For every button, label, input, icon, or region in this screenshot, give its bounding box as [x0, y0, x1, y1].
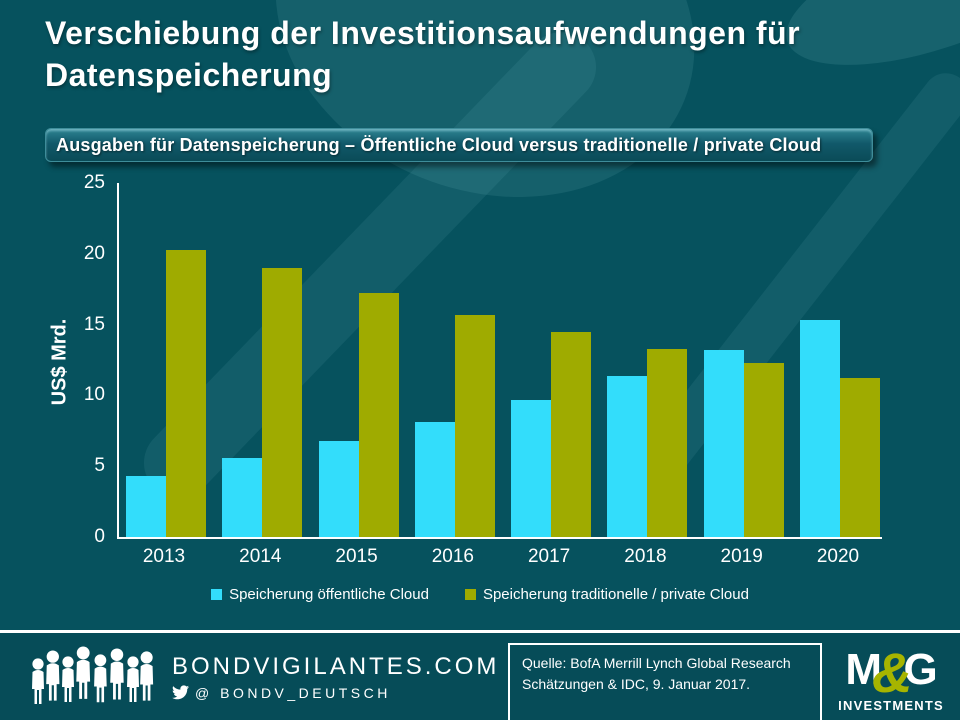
y-tick-label: 0 — [94, 526, 105, 547]
twitter-row: @ BONDV_DEUTSCH — [172, 685, 499, 701]
subtitle-banner: Ausgaben für Datenspeicherung – Öffentli… — [45, 128, 873, 162]
legend-item: Speicherung öffentliche Cloud — [211, 586, 429, 603]
footer: BONDVIGILANTES.COM @ BONDV_DEUTSCH Quell… — [0, 630, 960, 720]
x-tick-label: 2015 — [335, 546, 378, 567]
footer-brand: BONDVIGILANTES.COM @ BONDV_DEUTSCH — [0, 633, 508, 720]
bar — [454, 314, 495, 537]
source-line: Schätzungen & IDC, 9. Januar 2017. — [522, 676, 751, 692]
page-title: Verschiebung der Investitionsaufwendunge… — [45, 15, 801, 93]
bar-group — [414, 183, 495, 537]
brand-text: BONDVIGILANTES.COM @ BONDV_DEUTSCH — [172, 653, 499, 701]
x-tick-label: 2016 — [431, 546, 474, 567]
legend-swatch — [211, 589, 223, 600]
site-name: BONDVIGILANTES.COM — [172, 652, 500, 680]
twitter-icon — [172, 685, 189, 700]
bar — [166, 249, 206, 537]
y-tick-label: 10 — [83, 384, 105, 406]
bar — [799, 320, 840, 537]
subtitle-text: Ausgaben für Datenspeicherung – Öffentli… — [56, 134, 822, 155]
bar — [222, 457, 263, 537]
legend-item: Speicherung traditionelle / private Clou… — [464, 586, 749, 603]
x-tick-label: 2020 — [816, 546, 860, 567]
bar — [551, 331, 592, 537]
mg-logo-g: G — [903, 645, 937, 694]
bar — [262, 267, 303, 537]
twitter-handle: @ BONDV_DEUTSCH — [195, 684, 391, 701]
bar-group — [318, 183, 399, 537]
mg-logo-ampersand: & — [871, 641, 913, 704]
bar — [511, 399, 552, 537]
people-icon — [32, 645, 154, 704]
x-tick-label: 2014 — [239, 546, 282, 567]
x-axis-labels: 2013 2014 2015 2016 2017 2018 2019 2020 — [117, 546, 880, 568]
bar-group — [607, 183, 688, 537]
bar-group — [222, 183, 303, 537]
bar — [743, 362, 784, 537]
bar-group — [799, 183, 880, 537]
bar — [414, 422, 455, 537]
bar-group — [703, 183, 784, 537]
mg-logo-letters: M & G — [845, 641, 937, 704]
bar-group — [126, 183, 206, 537]
y-tick-label: 20 — [83, 242, 105, 264]
bar — [839, 378, 880, 537]
x-tick-label: 2013 — [142, 546, 186, 567]
x-tick-label: 2017 — [527, 546, 571, 567]
x-tick-label: 2019 — [720, 546, 763, 567]
bar — [358, 293, 399, 537]
mg-logo-m: M — [845, 645, 882, 694]
plot-area: 0 5 10 15 20 25 — [84, 172, 882, 547]
bar — [126, 476, 166, 537]
bar-groups — [119, 183, 882, 537]
x-tick-label: 2018 — [624, 546, 667, 567]
source-line: Quelle: BofA Merrill Lynch Global Resear… — [522, 655, 791, 671]
y-tick-label: 25 — [83, 172, 105, 193]
legend-label: Speicherung öffentliche Cloud — [229, 586, 429, 603]
source-box: Quelle: BofA Merrill Lynch Global Resear… — [508, 643, 822, 720]
y-axis-label: US$ Mrd. — [48, 318, 71, 406]
mg-logo: M & G INVESTMENTS — [822, 633, 960, 720]
y-tick-label: 5 — [94, 455, 105, 477]
bar — [607, 375, 648, 537]
bar — [647, 348, 688, 537]
legend-label: Speicherung traditionelle / private Clou… — [482, 586, 749, 603]
chart-legend: Speicherung öffentliche Cloud Speicherung… — [0, 586, 960, 603]
legend-swatch — [464, 589, 476, 600]
bar — [703, 350, 744, 537]
bar-group — [511, 183, 592, 537]
bar — [318, 440, 359, 537]
mg-logo-investments: INVESTMENTS — [838, 698, 944, 713]
y-tick-label: 15 — [83, 313, 105, 335]
